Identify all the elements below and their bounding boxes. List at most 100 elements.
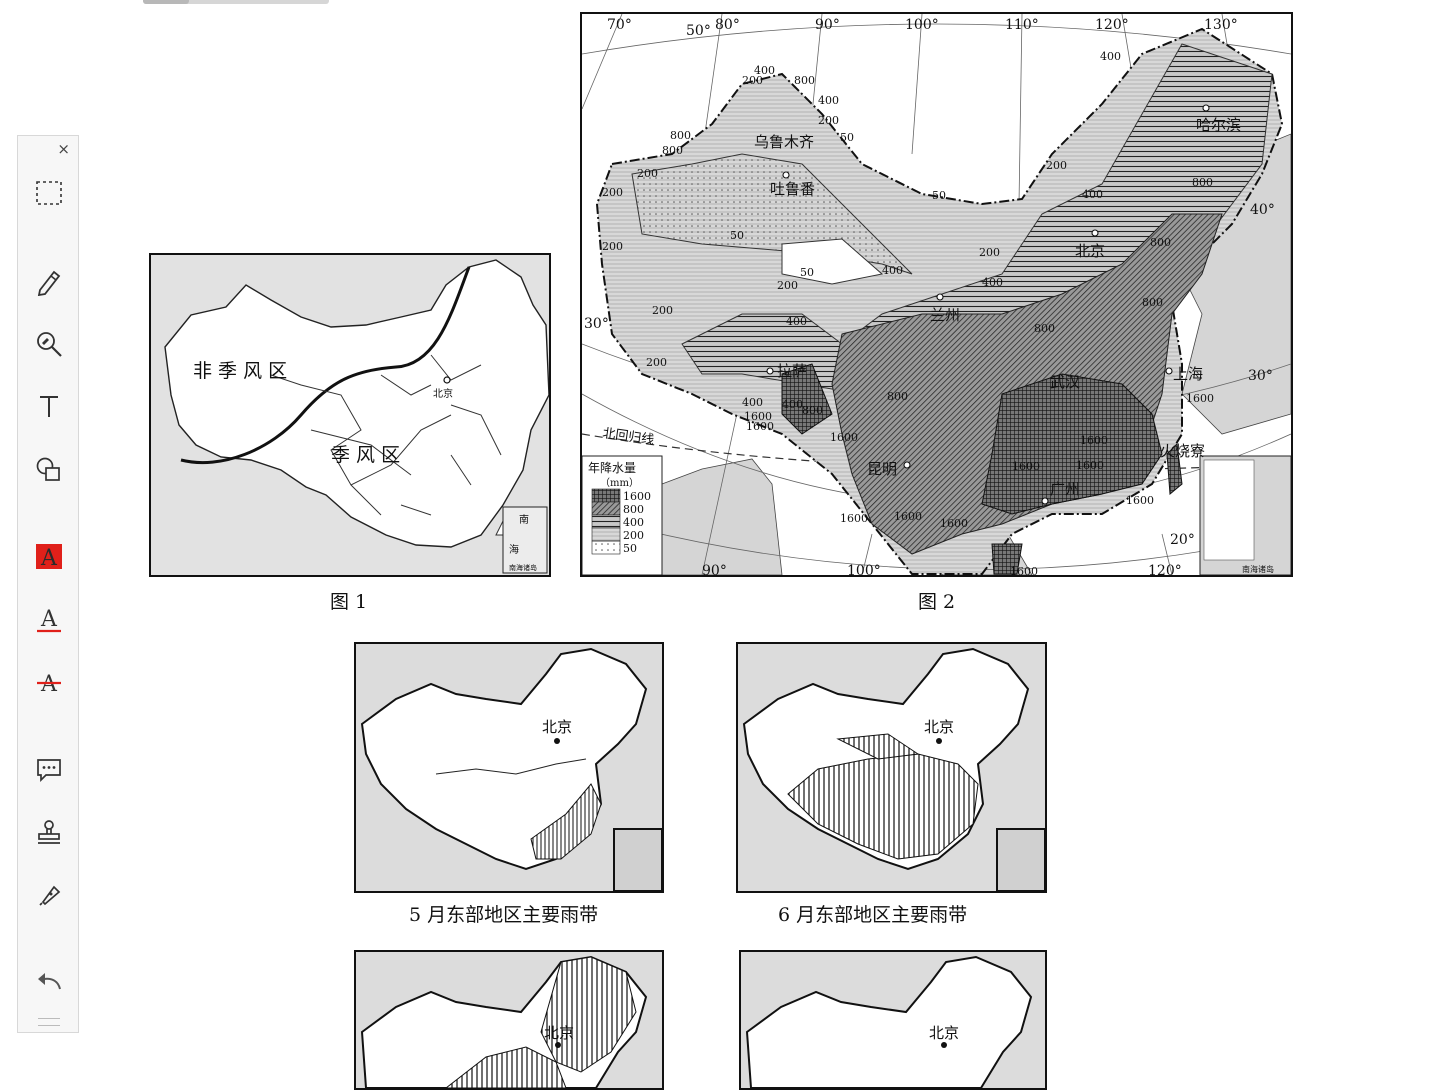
shapes-icon [36, 457, 60, 481]
city-harbin: 哈尔滨 [1196, 116, 1241, 134]
text-tool[interactable] [30, 387, 68, 425]
isohyet-label: 1600 [1186, 392, 1214, 405]
underline-text-tool[interactable]: A [30, 600, 68, 638]
isohyet-label: 400 [1082, 188, 1103, 201]
rainbelt-map-june-drawing: 北京 [742, 647, 1045, 891]
lat-label-40: 40° [1250, 202, 1275, 218]
magnifier-pen-icon [37, 332, 62, 357]
isohyet-label: 200 [602, 186, 623, 199]
highlight-text-tool[interactable]: A [30, 537, 68, 575]
lon-label-80: 80° [715, 17, 740, 33]
comment-tool[interactable] [30, 750, 68, 788]
rainbelt-map-june: 北京 [736, 642, 1047, 893]
undo-tool[interactable] [30, 963, 68, 1001]
isohyet-label: 50 [800, 266, 814, 279]
legend-value-1600: 1600 [623, 490, 651, 503]
isohyet-label: 400 [754, 64, 775, 77]
label-monsoon: 季 风 区 [331, 444, 400, 466]
city-guangzhou: 广州 [1050, 480, 1080, 498]
lon-label-70: 70° [607, 17, 632, 33]
isohyet-label: 800 [887, 390, 908, 403]
isohyet-label: 200 [777, 279, 798, 292]
select-rect-tool[interactable] [30, 174, 68, 212]
isohyet-label: 200 [637, 167, 658, 180]
rainbelt-june-caption: 6 月东部地区主要雨带 [778, 904, 968, 926]
lon-label-110: 110° [1005, 17, 1039, 33]
beijing-label: 北京 [924, 718, 954, 736]
isohyet-label: 200 [602, 240, 623, 253]
isohyet-label: 200 [1046, 159, 1067, 172]
inset-label-sea: 海 [509, 543, 519, 556]
rainbelt-map-july: 北京 [354, 950, 664, 1090]
figure-1-map: 非 季 风 区 季 风 区 北京 南 海 南海诸岛 [149, 253, 551, 577]
isohyet-label: 800 [1192, 176, 1213, 189]
precipitation-map: 南海诸岛 年降水量 （mm） 1600 800 400 200 50 70° 5… [582, 14, 1291, 575]
shapes-tool[interactable] [30, 450, 68, 488]
scrollbar-track[interactable] [143, 0, 329, 4]
svg-text:A: A [40, 672, 58, 697]
city-kunming: 昆明 [867, 460, 897, 478]
city-urumqi: 乌鲁木齐 [754, 133, 814, 151]
legend-title: 年降水量 [588, 461, 636, 475]
lat-label-30-east: 30° [1248, 368, 1273, 384]
underline-a-icon: A [37, 607, 61, 633]
isohyet-label: 800 [670, 129, 691, 142]
rainbelt-map-august: 北京 [739, 950, 1047, 1090]
pencil-tool[interactable] [30, 262, 68, 300]
inset-caption: 南海诸岛 [509, 563, 537, 572]
beijing-label: 北京 [542, 718, 572, 736]
toolbar-grip-handle[interactable] [38, 1018, 60, 1026]
city-beijing: 北京 [1075, 242, 1105, 260]
city-lanzhou: 兰州 [930, 306, 960, 324]
scrollbar-thumb[interactable] [143, 0, 189, 4]
rainbelt-map-may: 北京 [354, 642, 664, 893]
isohyet-label: 1600 [894, 510, 922, 523]
isohyet-label: 800 [662, 144, 683, 157]
isohyet-label: 1600 [746, 420, 774, 433]
isohyet-label: 400 [882, 264, 903, 277]
rainbelt-map-july-drawing: 北京 [360, 955, 648, 1088]
isohyet-label: 400 [818, 94, 839, 107]
lon-label-bottom-90: 90° [702, 563, 727, 575]
zoom-annotate-tool[interactable] [30, 325, 68, 363]
isohyet-label: 200 [818, 114, 839, 127]
figure-1-caption: 图 1 [330, 591, 368, 613]
city-huoshaoliao: 火烧寮 [1160, 442, 1205, 460]
annotation-toolbar: × A A [17, 135, 79, 1033]
strikethrough-a-icon: A [37, 672, 61, 697]
undo-icon [38, 973, 61, 990]
isohyet-label: 200 [652, 304, 673, 317]
legend-unit: （mm） [600, 477, 639, 489]
city-shanghai: 上海 [1173, 365, 1203, 383]
rainbelt-map-may-drawing: 北京 [360, 647, 662, 891]
comment-icon [37, 759, 61, 783]
isohyet-label: 400 [782, 398, 803, 411]
signature-tool[interactable] [30, 875, 68, 913]
lat-label-30-west: 30° [584, 316, 609, 332]
isohyet-label: 400 [1100, 50, 1121, 63]
isohyet-label: 400 [786, 315, 807, 328]
legend-value-50: 50 [623, 542, 637, 555]
highlight-a-icon: A [36, 544, 62, 571]
legend-value-800: 800 [623, 503, 644, 516]
strikethrough-text-tool[interactable]: A [30, 663, 68, 701]
beijing-label: 北京 [929, 1024, 959, 1042]
city-wuhan: 武汉 [1050, 373, 1080, 391]
lon-label-50: 50° [686, 23, 711, 39]
isohyet-label: 800 [1142, 296, 1163, 309]
isohyet-label: 50 [730, 229, 744, 242]
text-t-icon [40, 396, 58, 417]
lon-label-bottom-120: 120° [1148, 563, 1182, 575]
svg-text:A: A [40, 607, 58, 632]
isohyet-label: 1600 [1012, 460, 1040, 473]
isohyet-label: 1600 [1010, 565, 1038, 575]
isohyet-label: 800 [794, 74, 815, 87]
figure-2-map: 南海诸岛 年降水量 （mm） 1600 800 400 200 50 70° 5… [580, 12, 1293, 577]
lon-label-bottom-100: 100° [847, 563, 881, 575]
close-icon[interactable]: × [57, 140, 70, 158]
isohyet-label: 1600 [830, 431, 858, 444]
figure-2-caption: 图 2 [918, 591, 956, 613]
rainbelt-map-august-drawing: 北京 [745, 955, 1033, 1088]
stamp-icon [38, 820, 60, 844]
stamp-tool[interactable] [30, 813, 68, 851]
